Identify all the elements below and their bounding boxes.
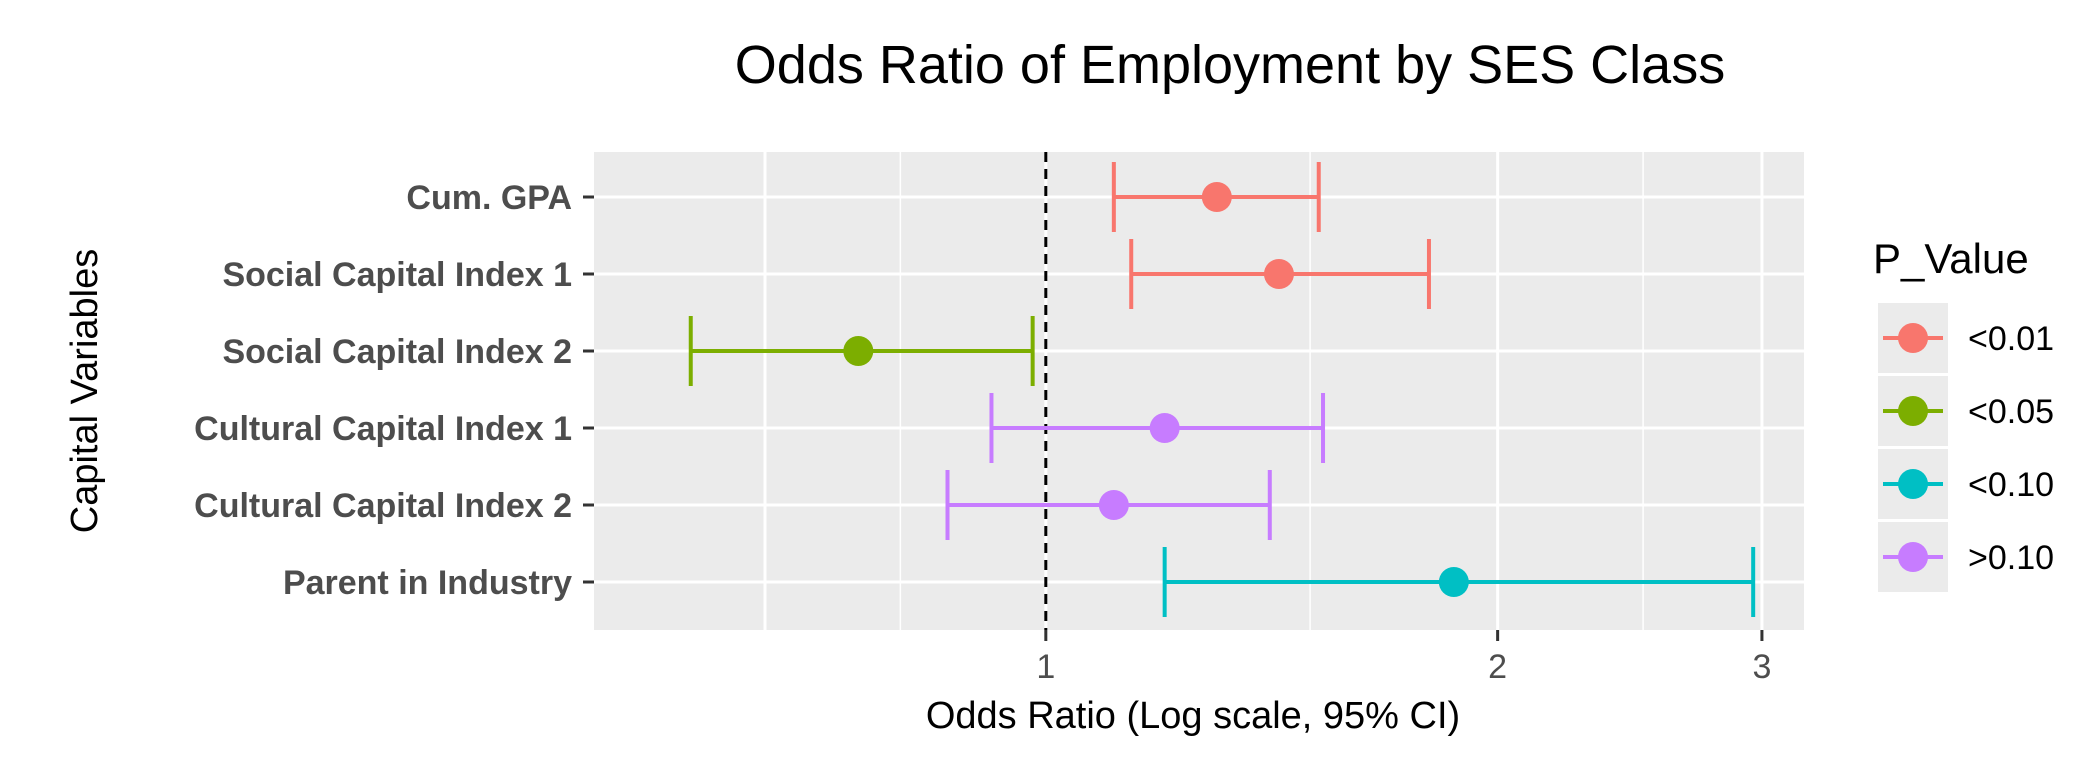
y-axis-label: Capital Variables xyxy=(64,249,106,533)
x-axis-label: Odds Ratio (Log scale, 95% CI) xyxy=(926,695,1460,737)
data-point xyxy=(1438,567,1469,597)
series-layer xyxy=(688,162,1756,617)
chart-title: Odds Ratio of Employment by SES Class xyxy=(735,35,1725,95)
x-axis: 1 2 3 xyxy=(1036,630,1771,686)
data-point xyxy=(1098,490,1129,520)
y-tick-label: Cum. GPA xyxy=(406,179,572,217)
legend-label: <0.01 xyxy=(1968,320,2054,358)
legend-key-point xyxy=(1898,542,1928,572)
legend-item: <0.01 xyxy=(1878,303,2054,373)
x-tick-label: 1 xyxy=(1036,648,1055,686)
data-point xyxy=(1263,259,1294,289)
y-tick-label: Social Capital Index 1 xyxy=(222,256,572,294)
minor-gridlines xyxy=(899,152,1644,630)
y-tick-label: Cultural Capital Index 1 xyxy=(194,410,572,448)
legend-item: >0.10 xyxy=(1878,522,2054,592)
legend: P_Value <0.01 <0.05 <0.10 >0.10 xyxy=(1873,235,2054,592)
data-point xyxy=(1149,413,1180,443)
legend-items: <0.01 <0.05 <0.10 >0.10 xyxy=(1878,303,2054,592)
legend-key-point xyxy=(1898,323,1928,353)
data-point xyxy=(843,336,874,366)
legend-item: <0.05 xyxy=(1878,376,2054,446)
y-tick-label: Social Capital Index 2 xyxy=(222,333,572,371)
legend-key-point xyxy=(1898,396,1928,426)
legend-item: <0.10 xyxy=(1878,449,2054,519)
data-point xyxy=(1201,182,1232,212)
category-axis: Cum. GPA Social Capital Index 1 Social Cap… xyxy=(194,179,594,602)
y-tick-label: Cultural Capital Index 2 xyxy=(194,487,572,525)
x-tick-label: 2 xyxy=(1488,648,1507,686)
legend-title: P_Value xyxy=(1873,235,2029,282)
x-tick-label: 3 xyxy=(1752,648,1771,686)
legend-key-point xyxy=(1898,469,1928,499)
y-tick-label: Parent in Industry xyxy=(283,564,572,602)
legend-label: >0.10 xyxy=(1968,539,2054,577)
plot-panel xyxy=(594,152,1804,630)
legend-label: <0.05 xyxy=(1968,393,2054,431)
legend-label: <0.10 xyxy=(1968,466,2054,504)
